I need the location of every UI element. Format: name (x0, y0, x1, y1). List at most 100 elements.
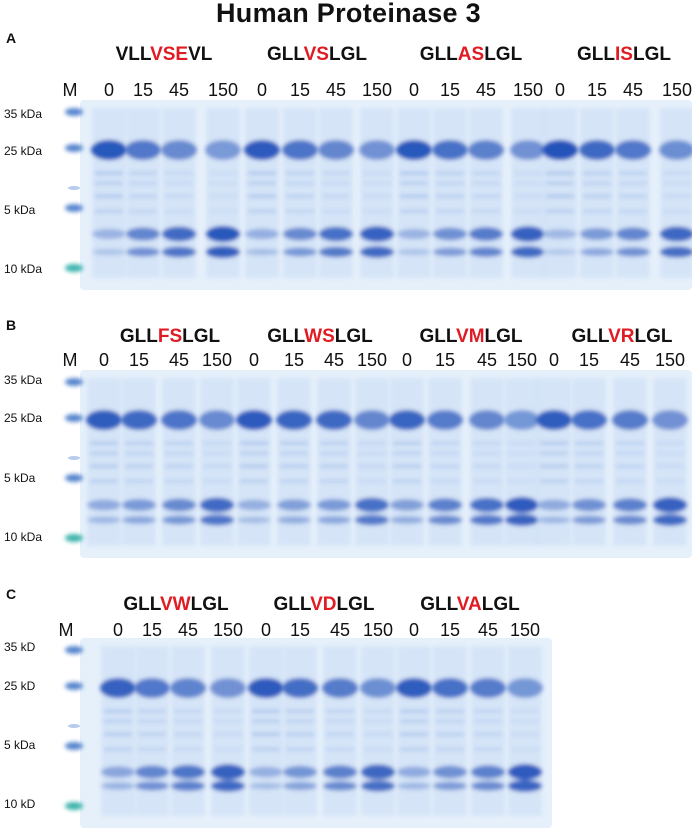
minor-band (240, 442, 268, 445)
minor-band (95, 210, 123, 213)
minor-band (203, 442, 231, 445)
sample-lane (121, 378, 157, 546)
minor-band (286, 748, 314, 751)
timepoint-label: 0 (548, 350, 559, 370)
mw-label: 10 kDa (4, 262, 43, 276)
substrate-band (282, 678, 318, 698)
minor-band (326, 733, 354, 736)
substrate-band (396, 678, 432, 698)
minor-band (248, 195, 276, 198)
minor-band (393, 452, 421, 455)
substrate-label: GLLVDLGL (273, 594, 375, 615)
sample-lane (100, 646, 136, 816)
minor-band (209, 172, 237, 175)
minor-band (656, 465, 684, 468)
minor-band (663, 210, 691, 213)
panel-letter: C (6, 586, 17, 602)
panel-letter: B (6, 317, 17, 333)
minor-band (129, 172, 157, 175)
minor-band (174, 733, 202, 736)
product-band (397, 782, 431, 790)
minor-band (514, 172, 542, 175)
product-band (660, 226, 692, 242)
mw-label: 25 kDa (4, 411, 43, 425)
timepoint-label: 45 (477, 620, 499, 640)
panel-a: A VLLVSEVL GLLVSLGL GLLASLGL GLLISLGL M … (0, 0, 697, 290)
minor-band (400, 182, 428, 185)
timepoint-label: 45 (476, 350, 498, 370)
marker-lane (65, 378, 83, 542)
sample-lane (161, 378, 197, 546)
minor-band (286, 210, 314, 213)
product-band (126, 227, 160, 241)
product-band (323, 781, 357, 791)
product-band (101, 766, 135, 778)
minor-band (436, 748, 464, 751)
minor-band (252, 720, 280, 723)
minor-band (322, 210, 350, 213)
substrate-band (427, 410, 463, 430)
minor-band (358, 442, 386, 445)
product-band (537, 516, 571, 524)
marker-band (65, 264, 83, 272)
minor-band (436, 195, 464, 198)
minor-band (203, 465, 231, 468)
lane-haze (283, 646, 317, 816)
timepoint-label: 15 (439, 620, 461, 640)
minor-band (326, 720, 354, 723)
product-band (660, 246, 692, 258)
minor-band (286, 172, 314, 175)
marker-band (65, 742, 83, 750)
product-band (397, 228, 431, 240)
product-band (433, 765, 467, 779)
timepoint-label: 15 (289, 80, 311, 100)
sample-lane (359, 108, 395, 278)
substrate-band (86, 410, 122, 430)
minor-band (129, 182, 157, 185)
minor-band (203, 480, 231, 483)
sample-lane (244, 108, 280, 278)
minor-band (663, 195, 691, 198)
minor-band (326, 710, 354, 713)
timepoint-label: 150 (661, 80, 693, 100)
product-band (580, 247, 614, 257)
substrate-band (210, 678, 246, 698)
substrate-band (248, 678, 284, 698)
product-band (616, 227, 650, 241)
product-band (122, 498, 156, 512)
sample-lane (612, 378, 648, 546)
product-band (508, 764, 542, 780)
product-band (317, 515, 351, 525)
substrate-band (170, 678, 206, 698)
minor-band (90, 465, 118, 468)
sample-lane (276, 378, 312, 546)
timepoint-label: 15 (132, 80, 154, 100)
lane-haze (433, 646, 467, 816)
mw-label: 35 kD (4, 640, 36, 654)
sample-lane (282, 108, 318, 278)
timepoint-label: 0 (260, 620, 271, 640)
product-band (122, 515, 156, 525)
sample-lane (316, 378, 352, 546)
minor-band (174, 710, 202, 713)
product-band (319, 226, 353, 242)
sample-lane (571, 378, 607, 546)
sample-lane (248, 646, 284, 816)
substrate-band (121, 410, 157, 430)
minor-band (393, 465, 421, 468)
minor-band (104, 733, 132, 736)
product-band (613, 515, 647, 525)
minor-band (472, 182, 500, 185)
sample-lane (210, 646, 246, 816)
substrate-label: GLLISLGL (577, 44, 671, 65)
sample-lane (396, 108, 432, 278)
substrate-band (359, 140, 395, 160)
minor-band (473, 452, 501, 455)
timepoint-label: 45 (325, 80, 347, 100)
minor-band (514, 182, 542, 185)
product-band (613, 498, 647, 512)
minor-band (619, 172, 647, 175)
figure-title: Human Proteinase 3 (216, 0, 481, 28)
marker-band (68, 724, 80, 728)
gel-image (65, 638, 552, 828)
